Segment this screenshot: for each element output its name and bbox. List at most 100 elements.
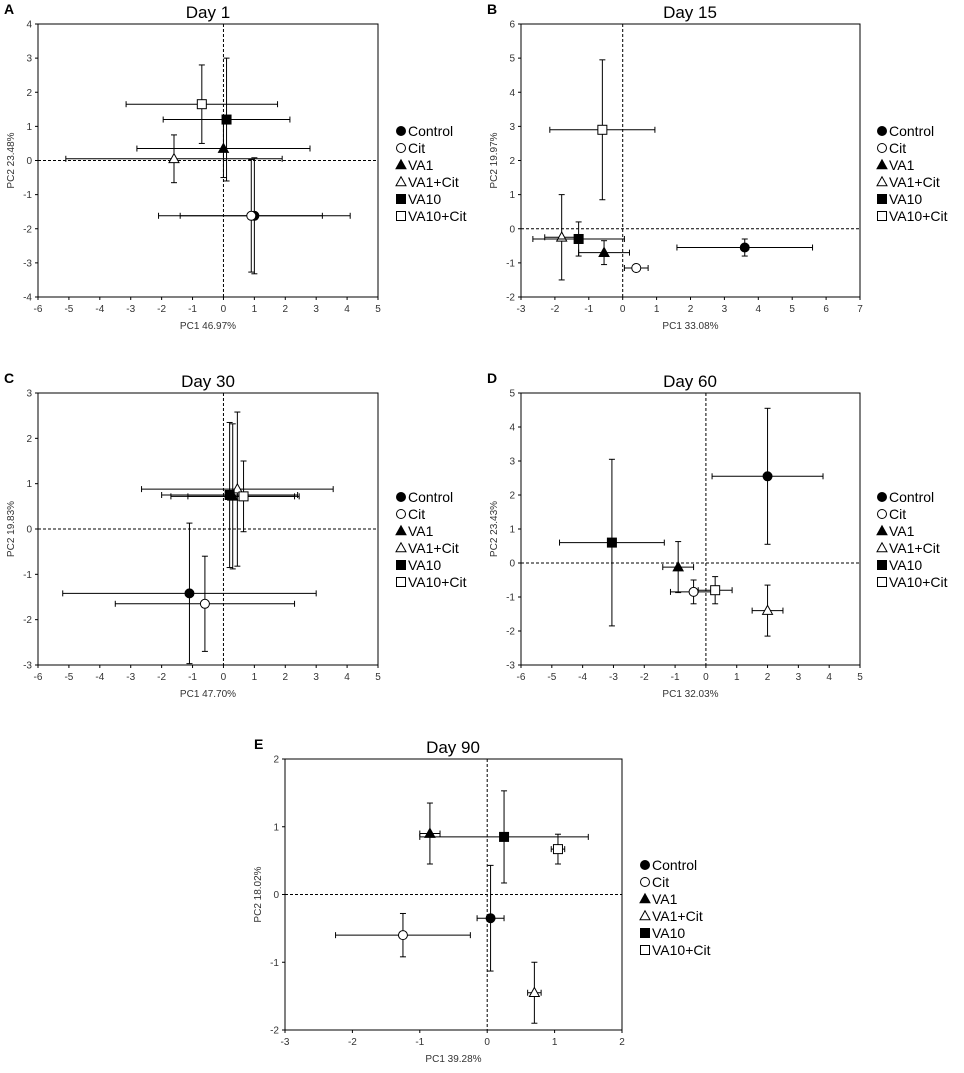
panel-c-x-tick-label: -1 <box>188 672 197 683</box>
panel-c-legend-item-va1: VA1 <box>395 523 434 539</box>
panel-a-y-tick-label: 4 <box>26 20 32 31</box>
panel-b-legend-marker-va10 <box>877 194 887 204</box>
panel-e-legend-item-control: Control <box>640 857 697 873</box>
panel-a-legend-marker-va1-plus-cit <box>395 175 407 187</box>
panel-a-legend-item-va10-plus-cit: VA10+Cit <box>396 208 467 224</box>
panel-e-legend-label-cit: Cit <box>652 874 669 890</box>
panel-a-legend-label-va1-plus-cit: VA1+Cit <box>408 174 459 190</box>
panel-a-x-tick-label: -1 <box>188 304 197 315</box>
panel-d-title: Day 60 <box>663 372 717 391</box>
panel-e-x-tick-label: 1 <box>552 1037 558 1048</box>
panel-b-legend-item-va10: VA10 <box>877 191 922 207</box>
panel-c-y-axis-label: PC2 19.83% <box>6 501 17 557</box>
panel-d-legend-marker-va10-plus-cit <box>877 577 887 587</box>
panel-c-y-tick-label: 3 <box>26 389 32 400</box>
panel-e-title: Day 90 <box>426 738 480 757</box>
panel-b-x-axis-label: PC1 33.08% <box>662 321 718 332</box>
panel-d-letter: D <box>487 370 497 386</box>
panel-d-legend-label-va1: VA1 <box>889 523 915 539</box>
panel-b-legend-label-va10: VA10 <box>889 191 922 207</box>
panel-b-legend-marker-va10-plus-cit <box>877 211 887 221</box>
panel-a-x-tick-label: 0 <box>221 304 227 315</box>
panel-d-y-tick-label: 4 <box>509 423 515 434</box>
panel-a-legend-label-va1: VA1 <box>408 157 434 173</box>
panel-c-legend-item-va1-plus-cit: VA1+Cit <box>395 540 459 556</box>
panel-a-legend-marker-va10-plus-cit <box>396 211 406 221</box>
panel-c-legend-label-va10-plus-cit: VA10+Cit <box>408 574 467 590</box>
panel-a-y-tick-label: 3 <box>26 54 32 65</box>
panel-c-x-tick-label: -2 <box>157 672 166 683</box>
panel-b-x-tick-label: 1 <box>654 304 660 315</box>
panel-d-x-tick-label: 2 <box>765 672 771 683</box>
panel-a-legend-label-control: Control <box>408 123 453 139</box>
panel-c-legend-item-va10: VA10 <box>396 557 441 573</box>
panel-b-point-cit <box>623 262 649 273</box>
panel-a-y-tick-label: 0 <box>26 156 32 167</box>
panel-d-y-tick-label: -1 <box>506 593 515 604</box>
panel-c-x-tick-label: 2 <box>282 672 288 683</box>
panel-c-legend-marker-va10 <box>396 560 406 570</box>
panel-a-legend-item-va1-plus-cit: VA1+Cit <box>395 174 459 190</box>
panel-a-x-tick-label: 4 <box>344 304 350 315</box>
panel-b-point-cit-marker <box>631 262 642 273</box>
panel-e-point-cit <box>335 912 471 958</box>
panel-a-y-tick-label: -3 <box>23 258 32 269</box>
panel-a-x-tick-label: -2 <box>157 304 166 315</box>
panel-b-y-tick-label: -2 <box>506 293 515 304</box>
panel-b-point-va10-plus-cit-marker <box>597 124 608 135</box>
panel-d-legend-marker-va10 <box>877 560 887 570</box>
panel-d-point-va10-plus-cit-marker <box>710 585 721 596</box>
panel-a-y-tick-label: 1 <box>26 122 32 133</box>
panel-b-legend-marker-cit <box>877 143 887 153</box>
panel-b-y-tick-label: 4 <box>509 88 515 99</box>
panel-e-point-va10-marker <box>499 831 510 842</box>
panel-e-point-va10 <box>419 790 589 884</box>
panel-d-y-tick-label: -2 <box>506 627 515 638</box>
panel-e-point-control <box>476 864 505 972</box>
panel-d-x-tick-label: 5 <box>857 672 863 683</box>
panel-d-y-axis-label: PC2 23.43% <box>489 501 500 557</box>
panel-e-legend-label-va10: VA10 <box>652 925 685 941</box>
panel-b-point-va1-marker <box>598 246 610 257</box>
panel-c-point-va10-plus-cit-marker <box>238 491 249 502</box>
panel-e-y-tick-label: -1 <box>270 958 279 969</box>
panel-c: C Day 30 -6 -5 -4 -3 -2 -1 0 1 2 3 4 5 -3 -2 -1 0 1 2 3 PC1 4… <box>4 370 467 700</box>
panel-d-legend-label-va10-plus-cit: VA10+Cit <box>889 574 948 590</box>
panel-a-letter: A <box>4 1 14 17</box>
panel-b-point-va1-plus-cit <box>544 194 580 281</box>
panel-c-title: Day 30 <box>181 372 235 391</box>
panel-e-x-tick-label: 2 <box>619 1037 625 1048</box>
panel-a-x-tick-label: -5 <box>64 304 73 315</box>
panel-b-legend-marker-va1 <box>876 158 888 170</box>
panel-c-y-tick-label: 2 <box>26 434 32 445</box>
panel-e-legend-marker-va1 <box>639 892 651 904</box>
panel-b-legend-label-va1-plus-cit: VA1+Cit <box>889 174 940 190</box>
panel-a-legend-label-va10: VA10 <box>408 191 441 207</box>
panel-c-legend-item-cit: Cit <box>396 506 425 522</box>
panel-d-legend-item-va1: VA1 <box>876 523 915 539</box>
panel-b-legend-label-control: Control <box>889 123 934 139</box>
panel-d-x-axis-label: PC1 32.03% <box>662 689 718 700</box>
panel-a-x-tick-label: -4 <box>95 304 104 315</box>
panel-a-x-axis-label: PC1 46.97% <box>180 321 236 332</box>
panel-e-legend-label-va1: VA1 <box>652 891 678 907</box>
panel-a-point-cit <box>179 158 323 273</box>
panel-b-legend-item-va1-plus-cit: VA1+Cit <box>876 174 940 190</box>
panel-c-y-tick-label: -3 <box>23 661 32 672</box>
panel-b-x-tick-label: 2 <box>688 304 694 315</box>
panel-d-y-tick-label: 5 <box>509 389 515 400</box>
panel-d-point-va1-plus-cit <box>751 584 784 637</box>
panel-e-legend-item-va1-plus-cit: VA1+Cit <box>639 908 703 924</box>
panel-b-x-tick-label: 4 <box>756 304 762 315</box>
panel-e-point-va10-plus-cit-marker <box>552 844 563 855</box>
panel-b-legend-item-va10-plus-cit: VA10+Cit <box>877 208 948 224</box>
panel-d-x-tick-label: 4 <box>826 672 832 683</box>
panel-e-point-control-marker <box>485 913 496 924</box>
panel-e-point-va1 <box>419 802 441 865</box>
panel-c-legend-marker-va1 <box>395 524 407 536</box>
panel-b-legend-label-va10-plus-cit: VA10+Cit <box>889 208 948 224</box>
panel-b-legend-label-va1: VA1 <box>889 157 915 173</box>
